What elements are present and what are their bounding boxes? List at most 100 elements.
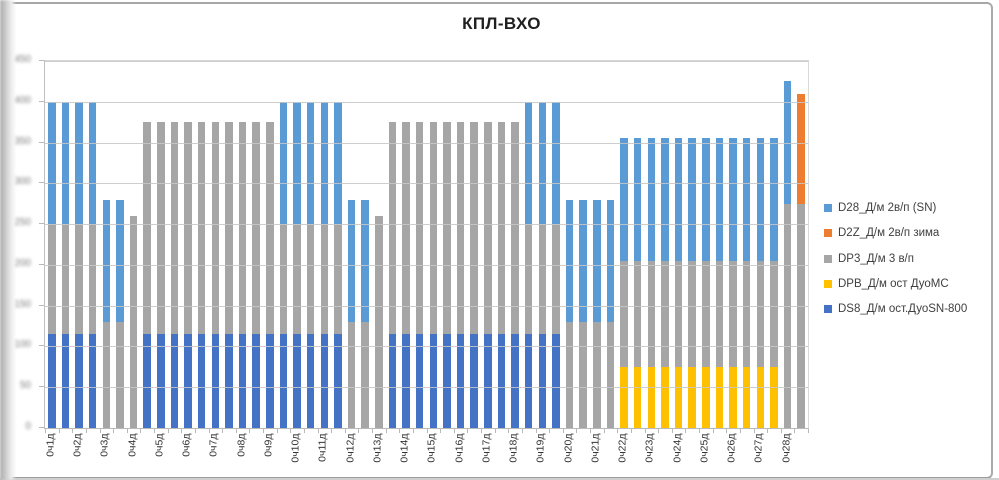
x-axis-tick bbox=[290, 429, 292, 433]
y-axis-tick bbox=[39, 223, 44, 225]
x-axis-label: 0ч11д bbox=[316, 433, 329, 462]
x-axis-tick bbox=[249, 429, 251, 433]
bar-segment-ds8 bbox=[75, 334, 83, 428]
bar-segment-ds8 bbox=[293, 334, 301, 428]
x-axis-label: 0ч24д bbox=[671, 433, 684, 463]
x-axis-tick bbox=[331, 429, 333, 433]
x-axis-tick bbox=[276, 429, 278, 433]
bar-segment-dp3 bbox=[48, 224, 56, 335]
chart-title: КПЛ-ВХО bbox=[462, 14, 541, 33]
bar-segment-dp3 bbox=[293, 224, 301, 335]
bar-segment-dp3 bbox=[688, 260, 696, 367]
y-gridline bbox=[45, 101, 808, 103]
x-axis-tick bbox=[699, 429, 700, 433]
legend-item-dp3: DP3_Д/м 3 в/п bbox=[824, 252, 914, 266]
x-axis-tick bbox=[739, 429, 741, 433]
x-axis-tick bbox=[481, 429, 482, 433]
x-axis-tick bbox=[794, 429, 796, 433]
bar-segment-dp3 bbox=[715, 260, 724, 367]
bar-segment-ds8 bbox=[334, 334, 342, 428]
x-axis-tick bbox=[603, 429, 605, 433]
bar-segment-dp3 bbox=[252, 122, 260, 335]
y-gridline bbox=[45, 387, 808, 389]
x-axis-tick bbox=[576, 429, 578, 433]
bar-segment-ds8 bbox=[538, 334, 547, 428]
y-tick-label: 150 bbox=[14, 298, 31, 310]
bar-segment-ds8 bbox=[402, 334, 410, 428]
x-axis-tick bbox=[399, 429, 401, 433]
x-axis-label: 0ч12д bbox=[344, 433, 357, 463]
x-axis-tick bbox=[154, 429, 155, 433]
x-axis-tick bbox=[58, 429, 60, 433]
bar-segment-dp3 bbox=[306, 224, 315, 335]
x-axis-label: 0ч3д bbox=[98, 433, 111, 457]
bar-segment-dpb bbox=[633, 366, 642, 428]
bar-segment-dpb bbox=[715, 366, 724, 428]
bar-segment-dp3 bbox=[797, 203, 805, 428]
bar-segment-dp3 bbox=[361, 321, 369, 428]
y-axis-tick bbox=[39, 427, 44, 428]
bar-segment-dp3 bbox=[197, 122, 206, 335]
bar-segment-dp3 bbox=[579, 321, 587, 428]
bar-segment-dp3 bbox=[511, 122, 519, 335]
bar-segment-d28 bbox=[61, 101, 70, 225]
bar-segment-dpb bbox=[688, 366, 696, 428]
bar-segment-d28 bbox=[729, 138, 737, 261]
bar-segment-d28 bbox=[661, 138, 669, 261]
legend-label: D2Z_Д/м 2в/п зима bbox=[838, 227, 940, 240]
x-axis-label: 0ч27д bbox=[752, 433, 765, 463]
x-axis-tick bbox=[385, 429, 387, 433]
bar-segment-dp3 bbox=[129, 215, 138, 428]
y-axis-tick bbox=[39, 60, 44, 61]
bar-segment-ds8 bbox=[157, 334, 165, 428]
legend-item-dpb: DPB_Д/м ост ДуоМС bbox=[824, 277, 949, 291]
y-axis-tick bbox=[39, 345, 44, 347]
x-axis-label: 0ч19д bbox=[534, 433, 547, 463]
x-axis-tick bbox=[263, 429, 264, 433]
x-axis-tick bbox=[167, 429, 169, 433]
bar-segment-dp3 bbox=[170, 122, 179, 335]
x-axis-label: 0ч6д bbox=[180, 433, 193, 457]
bar-segment-dp3 bbox=[320, 224, 329, 335]
legend-swatch-icon bbox=[824, 229, 832, 238]
x-axis-tick bbox=[235, 429, 237, 433]
bar-segment-d28 bbox=[88, 101, 97, 225]
bar-segment-d28 bbox=[770, 138, 778, 261]
x-axis-tick bbox=[467, 429, 469, 433]
y-axis-tick bbox=[39, 100, 44, 102]
x-axis-tick bbox=[113, 429, 115, 433]
bar-segment-dp3 bbox=[742, 260, 751, 367]
legend-label: DP3_Д/м 3 в/п bbox=[838, 252, 914, 265]
bar-segment-dp3 bbox=[334, 224, 342, 335]
bar-segment-d28 bbox=[742, 138, 751, 261]
y-gridline bbox=[45, 183, 808, 185]
y-gridline bbox=[45, 264, 808, 266]
bar-segment-dp3 bbox=[102, 321, 111, 428]
bar-segment-d28 bbox=[48, 101, 56, 225]
x-axis-tick bbox=[685, 429, 687, 433]
x-axis-tick bbox=[453, 429, 455, 433]
bar-segment-dp3 bbox=[61, 224, 70, 335]
bar-segment-dp3 bbox=[702, 260, 710, 367]
bar-segment-d28 bbox=[320, 101, 329, 225]
x-axis-label: 0ч8д bbox=[235, 433, 248, 457]
legend-item-ds8: DS8_Д/м ост.ДуоSN-800 bbox=[824, 302, 967, 316]
bar-segment-dp3 bbox=[157, 122, 165, 335]
x-axis-tick bbox=[630, 429, 632, 433]
x-axis-tick bbox=[508, 429, 510, 433]
bar-segment-ds8 bbox=[266, 334, 274, 428]
bar-segment-dpb bbox=[742, 366, 751, 428]
bar-segment-dpb bbox=[674, 366, 683, 428]
y-tick-label: 300 bbox=[14, 176, 31, 188]
bar-segment-ds8 bbox=[252, 334, 260, 428]
bar-segment-ds8 bbox=[429, 334, 438, 428]
bar-segment-dp3 bbox=[620, 260, 628, 367]
bar-segment-dp3 bbox=[770, 260, 778, 367]
x-axis-label: 0ч5д bbox=[153, 433, 166, 457]
y-gridline bbox=[45, 142, 808, 144]
x-axis-tick bbox=[140, 429, 142, 433]
bar-segment-dp3 bbox=[88, 224, 97, 335]
x-axis-label: 0ч23д bbox=[643, 433, 656, 463]
bar-segment-dp3 bbox=[225, 122, 233, 335]
x-axis-label: 0ч9д bbox=[262, 433, 275, 457]
